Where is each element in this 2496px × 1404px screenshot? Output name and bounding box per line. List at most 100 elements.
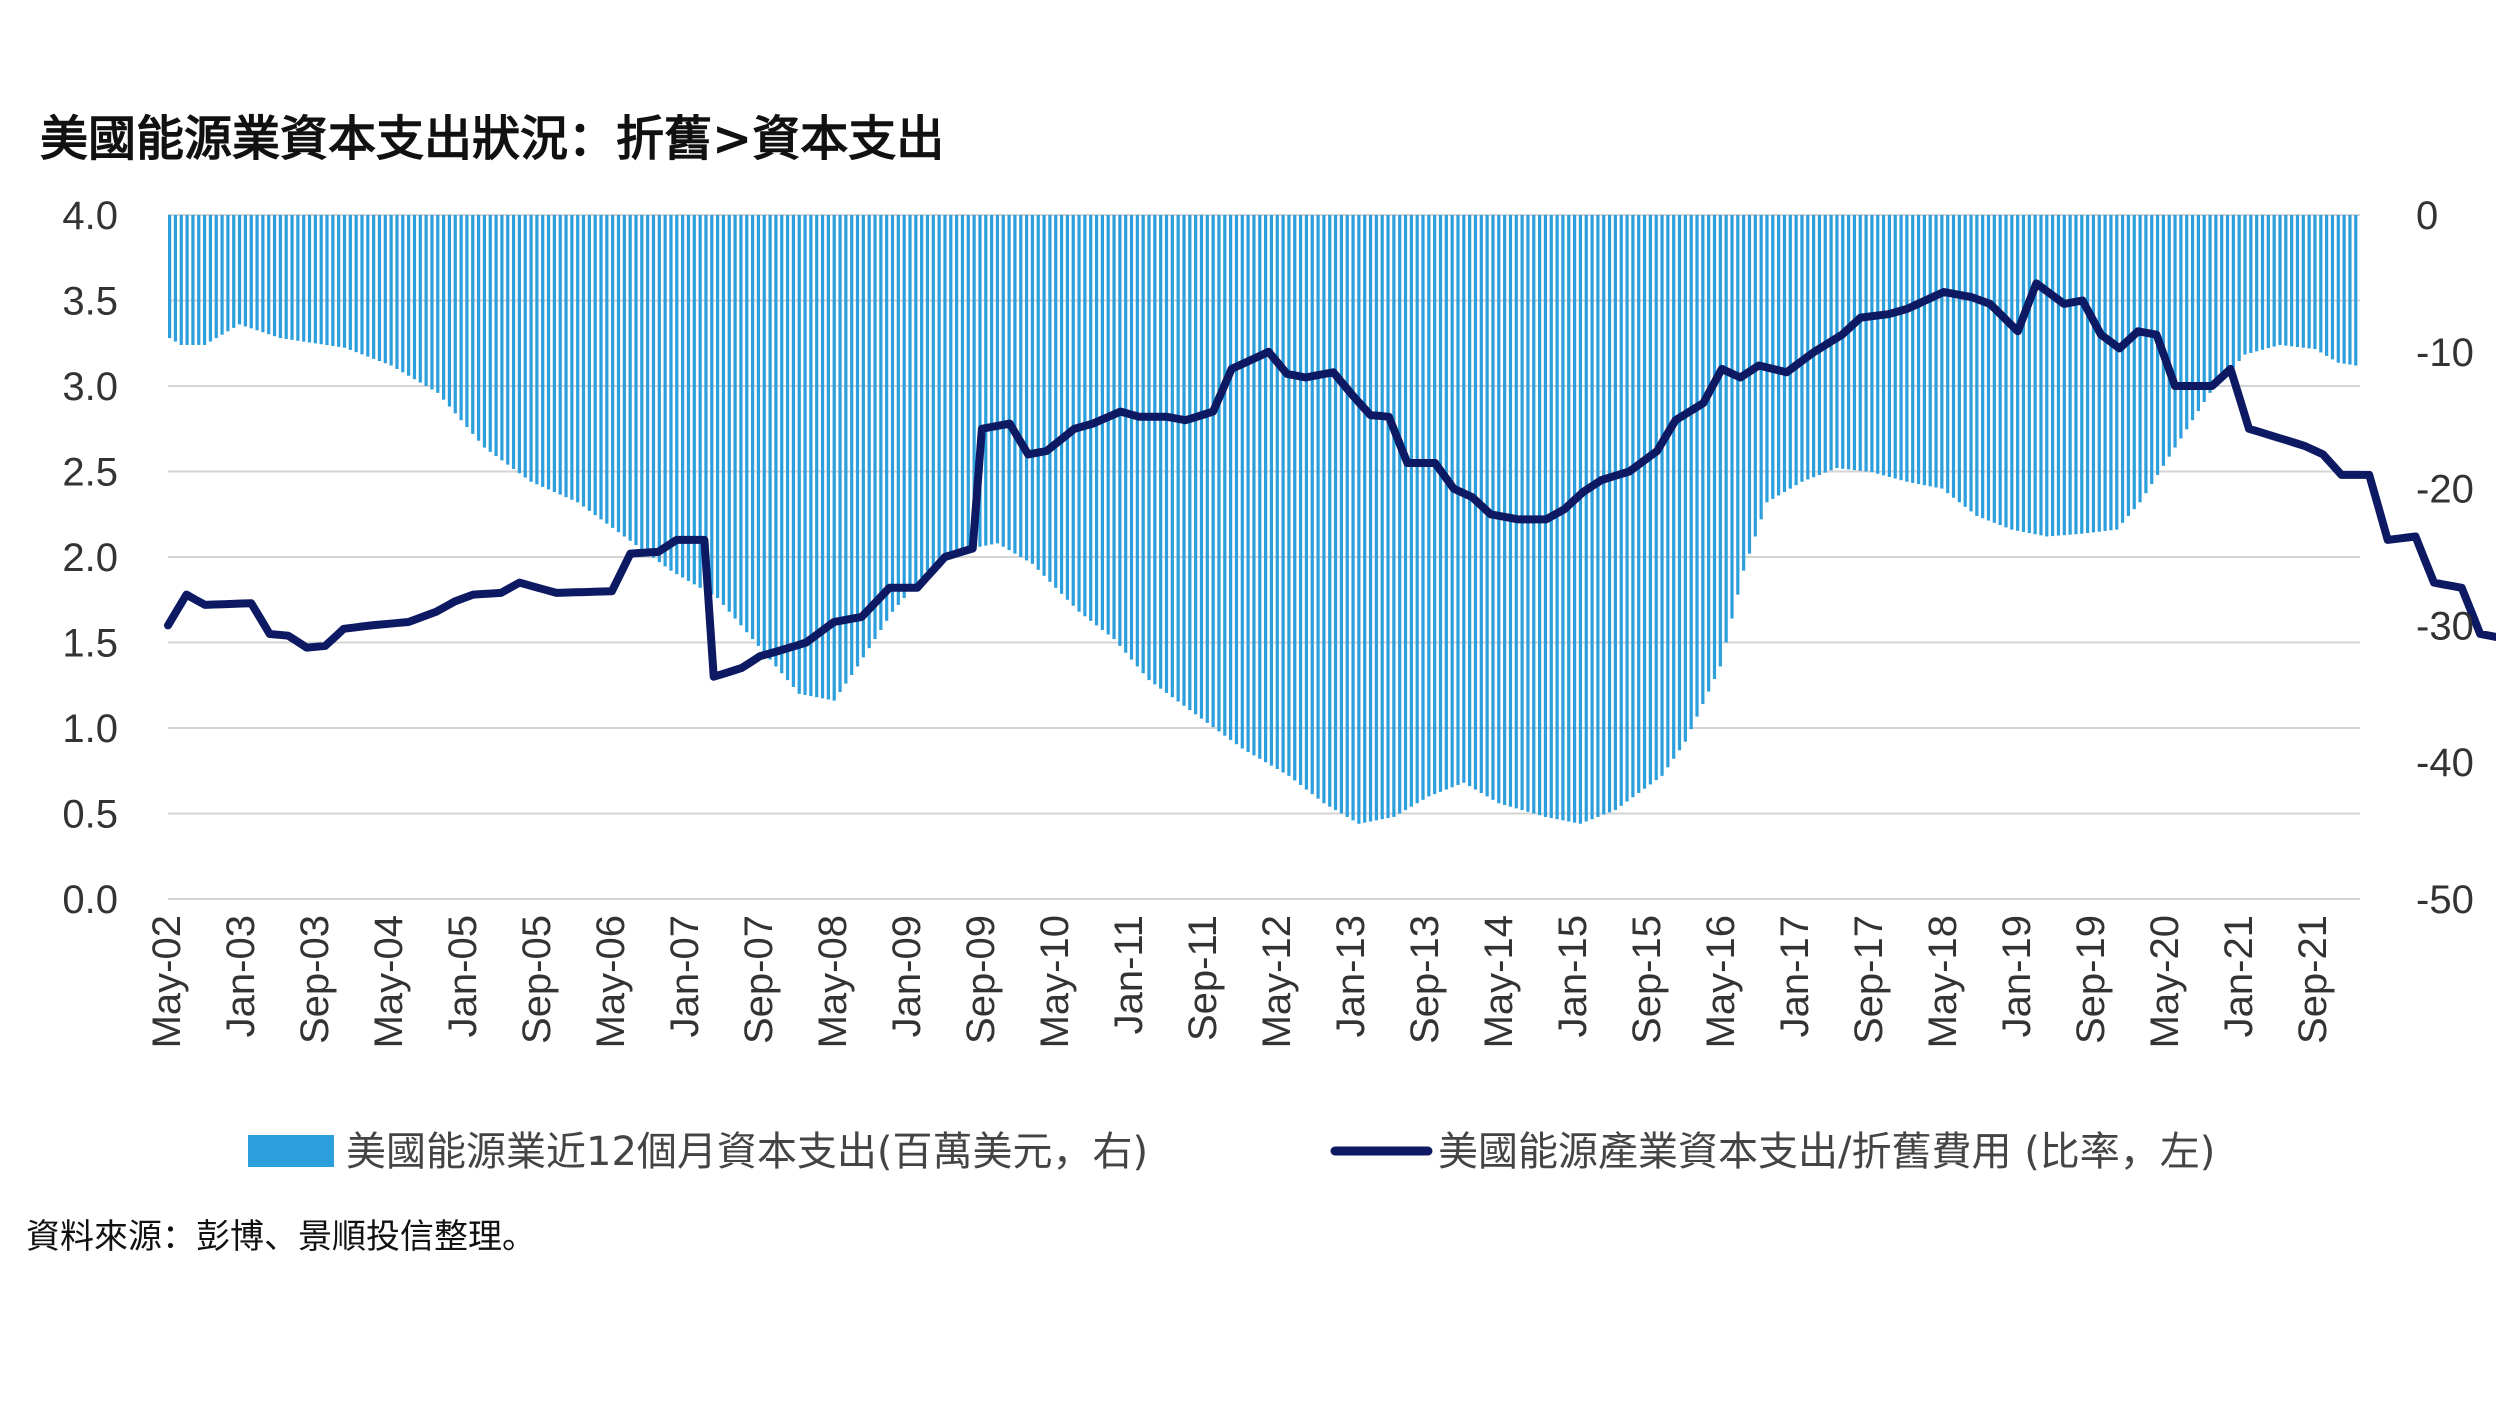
bar — [1940, 215, 1944, 489]
bar — [226, 215, 230, 332]
bar — [1065, 215, 1069, 600]
bar — [1106, 215, 1110, 635]
bar — [791, 215, 795, 687]
bar — [1398, 215, 1402, 814]
x-tick-label: Sep-13 — [1403, 915, 1447, 1044]
bar — [879, 215, 883, 630]
y-left-tick-label: 3.0 — [62, 365, 118, 409]
bar — [1223, 215, 1227, 736]
bar — [1287, 215, 1291, 776]
bar — [902, 215, 906, 599]
bar — [278, 215, 282, 339]
bar — [290, 215, 294, 340]
bar — [1024, 215, 1029, 561]
bar — [395, 215, 399, 369]
bar — [348, 215, 352, 350]
bar — [2278, 215, 2282, 345]
legend-bar-swatch — [248, 1135, 334, 1167]
bar — [471, 215, 475, 434]
bar — [628, 215, 632, 541]
legend-bar-label: 美國能源業近12個月資本支出(百萬美元，右) — [346, 1129, 1148, 1175]
bar — [500, 215, 504, 461]
bar — [511, 215, 516, 469]
bar — [1363, 215, 1367, 823]
bar — [1975, 215, 1979, 516]
x-tick-label: Jan-09 — [885, 915, 929, 1037]
bar — [220, 215, 224, 335]
bar — [2161, 215, 2165, 466]
bar — [2027, 215, 2031, 534]
bar — [2220, 215, 2224, 381]
bar — [2325, 215, 2329, 356]
bar — [494, 215, 498, 457]
bar — [1042, 215, 1046, 576]
bar — [1881, 215, 1886, 476]
bar — [1969, 215, 1973, 512]
bar — [780, 215, 784, 674]
bar — [2033, 215, 2037, 535]
bar — [383, 215, 387, 364]
bar — [1619, 215, 1623, 806]
bar — [1747, 215, 1752, 554]
bar — [1433, 215, 1437, 795]
bar — [2348, 215, 2352, 365]
bar — [622, 215, 626, 537]
y-right-tick-label: -20 — [2416, 468, 2474, 512]
bar — [2010, 215, 2014, 530]
bar — [1368, 215, 1373, 822]
bar — [360, 215, 364, 355]
bar — [1141, 215, 1145, 674]
bar — [669, 215, 673, 571]
x-tick-label: Jan-15 — [1551, 915, 1595, 1037]
bar — [342, 215, 347, 348]
bar — [797, 215, 801, 694]
bar — [564, 215, 568, 498]
x-tick-label: Sep-05 — [515, 915, 559, 1044]
bar — [1654, 215, 1658, 781]
bar — [2336, 215, 2340, 363]
bar — [2103, 215, 2107, 532]
bar — [686, 215, 691, 581]
chart-title: 美國能源業資本支出狀況：折舊>資本支出 — [40, 111, 944, 167]
bar — [1864, 215, 1868, 472]
bar — [1520, 215, 1524, 811]
bar — [1561, 215, 1565, 821]
bar — [2243, 215, 2247, 355]
bar — [1497, 215, 1501, 804]
bar — [267, 215, 271, 335]
x-tick-label: May-06 — [589, 915, 633, 1048]
bar — [611, 215, 615, 528]
bar — [937, 215, 941, 564]
bar — [1392, 215, 1396, 817]
bar — [681, 215, 685, 578]
bar — [1893, 215, 1897, 479]
bar — [185, 215, 189, 345]
bar — [2004, 215, 2008, 528]
bar — [2016, 215, 2020, 531]
bar — [1876, 215, 1880, 474]
bar — [1928, 215, 1932, 487]
bar — [1951, 215, 1956, 498]
bar — [1421, 215, 1425, 800]
bar — [1695, 215, 1699, 717]
bar — [1905, 215, 1909, 482]
bar — [237, 215, 242, 325]
bar — [1118, 215, 1122, 646]
bar — [1572, 215, 1577, 823]
bar — [1707, 215, 1711, 692]
y-left-tick-label: 1.5 — [62, 622, 118, 666]
bar — [1077, 215, 1081, 612]
bar — [377, 215, 382, 362]
bar — [1806, 215, 1810, 480]
bar — [2185, 215, 2189, 430]
bar — [2284, 215, 2288, 346]
bar — [1911, 215, 1915, 483]
bar — [1981, 215, 1985, 519]
bar — [972, 215, 976, 548]
bar — [2144, 215, 2148, 494]
bar — [2354, 215, 2358, 366]
bar — [2272, 215, 2276, 347]
bar — [931, 215, 935, 568]
bar — [1625, 215, 1629, 802]
